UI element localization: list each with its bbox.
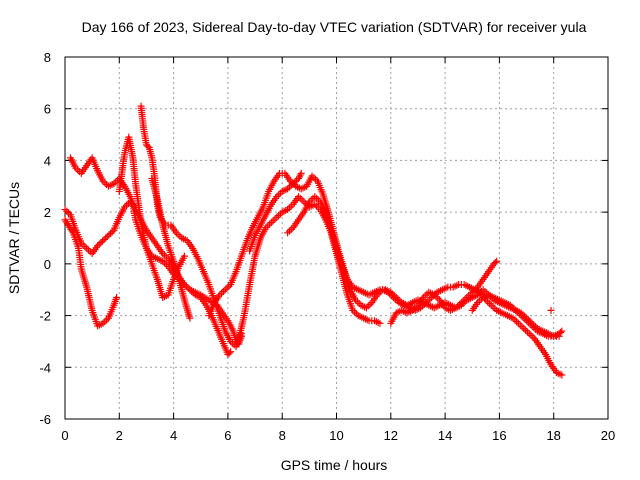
y-tick-label: -6 bbox=[39, 412, 51, 427]
data-point-plus bbox=[180, 252, 188, 260]
y-tick-label: -2 bbox=[39, 309, 51, 324]
x-tick-label: 16 bbox=[492, 428, 506, 443]
series-arc-8 bbox=[235, 193, 384, 343]
data-point-plus bbox=[558, 371, 566, 379]
x-axis-tick-labels: 0 2 4 6 8 10 12 14 16 18 20 bbox=[61, 428, 615, 443]
data-point-plus bbox=[97, 239, 105, 247]
series-arc-1 bbox=[61, 216, 121, 330]
x-tick-label: 6 bbox=[224, 428, 231, 443]
series-marks bbox=[61, 102, 566, 379]
data-point-plus bbox=[491, 259, 499, 267]
data-point-plus bbox=[186, 314, 194, 322]
series-arc-9 bbox=[246, 169, 305, 255]
x-tick-label: 0 bbox=[61, 428, 68, 443]
data-point-plus bbox=[107, 229, 115, 237]
data-point-plus bbox=[98, 237, 106, 245]
data-point-plus bbox=[297, 169, 305, 177]
y-tick-label: 6 bbox=[44, 102, 51, 117]
series-arc-12 bbox=[468, 291, 566, 340]
x-tick-label: 4 bbox=[170, 428, 177, 443]
y-axis-tick-labels: -6 -4 -2 0 2 4 6 8 bbox=[39, 50, 51, 427]
data-point-plus bbox=[108, 228, 116, 236]
y-tick-label: 0 bbox=[44, 257, 51, 272]
x-tick-label: 18 bbox=[546, 428, 560, 443]
x-tick-label: 8 bbox=[279, 428, 286, 443]
data-point-plus bbox=[94, 242, 102, 250]
y-tick-label: 4 bbox=[44, 153, 51, 168]
data-point-plus bbox=[105, 231, 113, 239]
data-point-plus bbox=[225, 349, 233, 357]
y-tick-label: 8 bbox=[44, 50, 51, 65]
chart-title: Day 166 of 2023, Sidereal Day-to-day VTE… bbox=[82, 19, 587, 35]
series-arc-6 bbox=[148, 175, 194, 322]
series-arc-4 bbox=[115, 133, 188, 301]
x-axis-label: GPS time / hours bbox=[281, 457, 388, 473]
series-isolated bbox=[547, 306, 555, 314]
x-tick-label: 12 bbox=[384, 428, 398, 443]
series-arc-7 bbox=[205, 169, 566, 379]
data-point-plus bbox=[547, 306, 555, 314]
series-arc-11 bbox=[387, 257, 501, 327]
data-point-plus bbox=[103, 232, 111, 240]
x-tick-label: 2 bbox=[116, 428, 123, 443]
data-point-plus bbox=[558, 327, 566, 335]
data-point-plus bbox=[556, 328, 564, 336]
data-point-plus bbox=[113, 293, 121, 301]
x-tick-label: 14 bbox=[438, 428, 452, 443]
data-point-plus bbox=[296, 171, 304, 179]
axis-ticks bbox=[64, 56, 609, 420]
y-tick-label: -4 bbox=[39, 360, 51, 375]
data-point-plus bbox=[227, 348, 235, 356]
data-point-plus bbox=[376, 319, 384, 327]
data-point-plus bbox=[493, 257, 501, 265]
y-axis-label: SDTVAR / TECUs bbox=[6, 182, 22, 294]
data-point-plus bbox=[102, 234, 110, 242]
x-tick-label: 20 bbox=[601, 428, 615, 443]
data-point-plus bbox=[100, 236, 108, 244]
x-tick-label: 10 bbox=[329, 428, 343, 443]
y-tick-label: 2 bbox=[44, 205, 51, 220]
data-point-plus bbox=[95, 240, 103, 248]
